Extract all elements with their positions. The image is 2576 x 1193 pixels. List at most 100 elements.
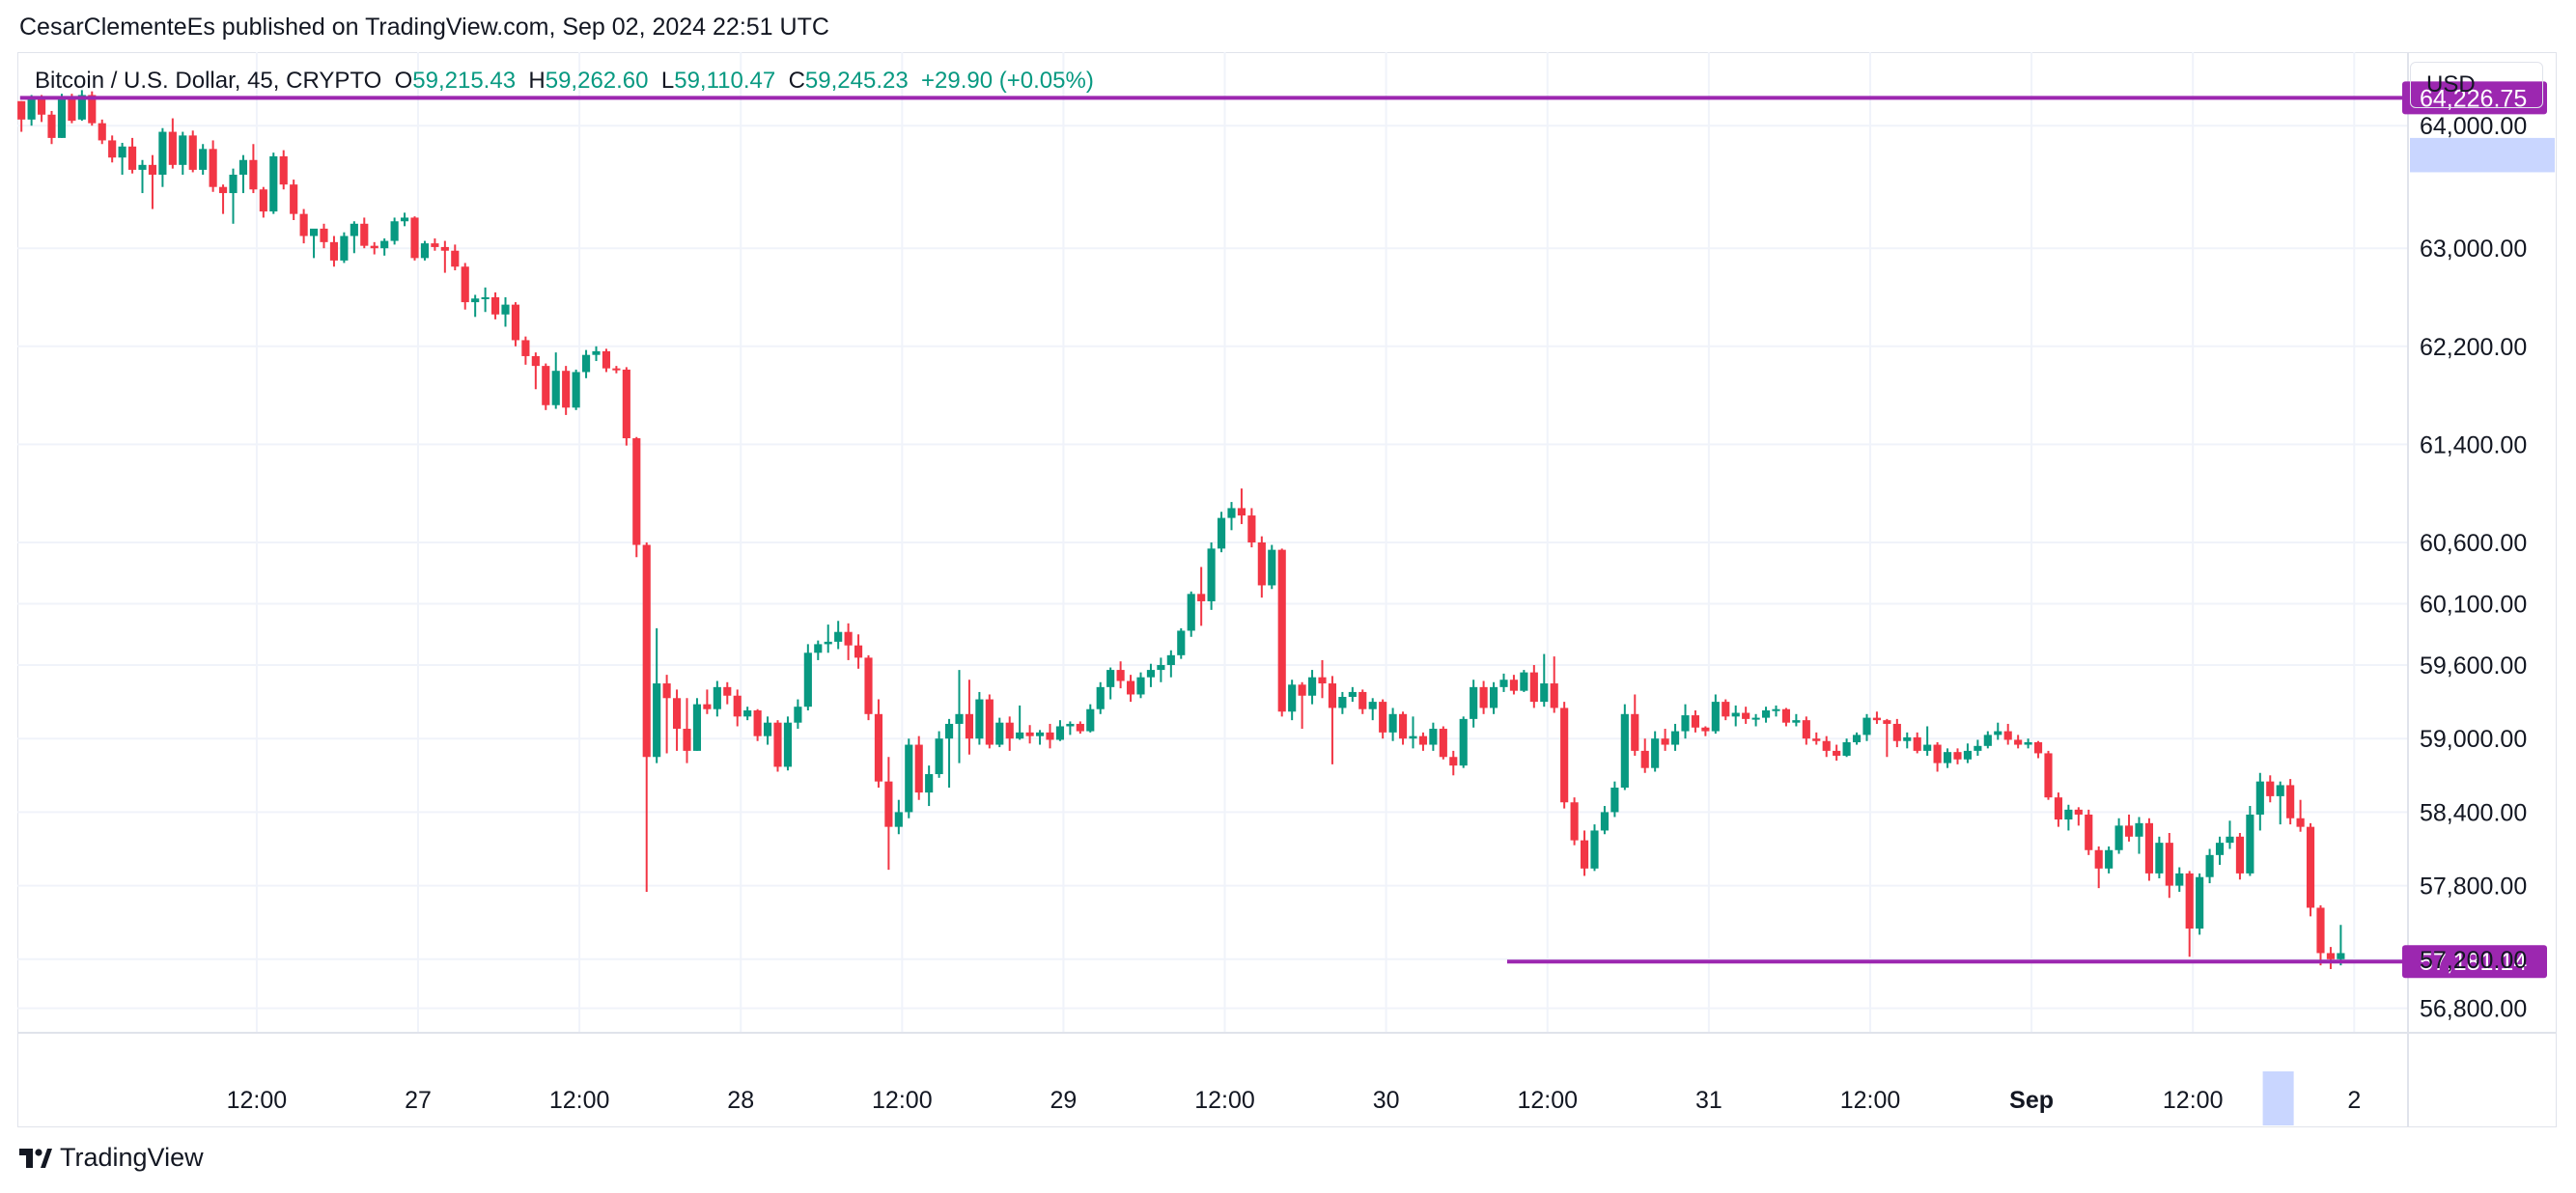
high-value: 59,262.60 [545, 68, 649, 94]
candle-body [1651, 738, 1660, 768]
time-tick-label: 28 [727, 1087, 754, 1114]
candle-body [562, 371, 571, 408]
candle-body [1439, 729, 1447, 758]
price-axis[interactable]: 64,000.00 63,000.00 62,200.00 61,400.00 60,6… [2420, 113, 2527, 1022]
candle-body [1681, 715, 1690, 732]
candle-body [168, 131, 177, 165]
time-tick-label: 12:00 [1840, 1087, 1901, 1114]
candle-body [854, 645, 863, 658]
change-value: +29.90 (+0.05%) [921, 68, 1094, 94]
candle-body [1812, 738, 1821, 741]
candle-body [2144, 822, 2154, 874]
candle-body [2135, 822, 2143, 837]
candle-body [1166, 654, 1175, 665]
candle-body [1277, 549, 1286, 712]
tradingview-logo-icon [19, 1148, 52, 1168]
chart-frame [17, 52, 2557, 1127]
candle-body [218, 186, 228, 194]
candle-body [803, 652, 812, 707]
price-tick-label: 64,000.00 [2420, 113, 2527, 140]
candle-body [2296, 818, 2305, 827]
candle-body [602, 350, 611, 369]
candle-body [2196, 876, 2204, 929]
candle-body [1146, 670, 1156, 678]
candle-body [1470, 686, 1478, 719]
price-tick-label: 59,600.00 [2420, 652, 2527, 680]
candle-body [763, 722, 772, 736]
candle-body [935, 738, 943, 775]
candle-body [1802, 720, 1810, 739]
candle-body [1994, 731, 2002, 735]
candle-body [1792, 720, 1801, 723]
time-tick-label: 12:00 [872, 1087, 933, 1114]
price-tick-label: 63,000.00 [2420, 236, 2527, 263]
candle-body [2054, 797, 2063, 820]
candle-body [1540, 683, 1549, 703]
candle-body [834, 631, 843, 642]
candle-body [1509, 680, 1519, 691]
candle-body [753, 709, 762, 736]
time-tick-label: 31 [1695, 1087, 1722, 1114]
candle-body [1923, 744, 1932, 751]
candle-body [98, 123, 106, 141]
candle-body [1822, 740, 1831, 751]
candle-body [1479, 686, 1488, 708]
candle-body [1197, 594, 1206, 601]
candle-body [431, 243, 439, 247]
candle-body [1086, 708, 1095, 732]
candle-body [1177, 630, 1186, 655]
price-tick-label: 60,600.00 [2420, 530, 2527, 557]
candle-body [1872, 717, 1882, 721]
ohlc-legend: Bitcoin / U.S. Dollar, 45, CRYPTO O59,21… [35, 68, 1094, 95]
candle-body [108, 140, 117, 158]
candle-body [1640, 750, 1649, 768]
candle-body [2155, 843, 2164, 874]
candle-body [844, 631, 853, 646]
candle-body [238, 159, 248, 175]
candle-body [1076, 723, 1084, 732]
close-value: 59,245.23 [804, 68, 909, 94]
candle-body [47, 114, 56, 138]
candle-body [944, 723, 954, 739]
candle-body [653, 683, 661, 758]
candle-body [127, 146, 137, 170]
candle-body [1529, 672, 1538, 703]
currency-selector[interactable]: USD [2410, 62, 2543, 108]
candle-body [370, 245, 378, 249]
candle-body [2074, 809, 2083, 815]
brand-name: TradingView [60, 1143, 204, 1172]
candle-body [1318, 677, 1327, 684]
candle-body [1772, 708, 1780, 711]
symbol-title: Bitcoin / U.S. Dollar, 45, CRYPTO [35, 68, 382, 94]
candle-body [1035, 732, 1045, 736]
candle-body [1520, 672, 1528, 691]
candle-body [400, 217, 409, 222]
candle-body [390, 221, 399, 241]
candle-body [2033, 742, 2043, 754]
candle-body [1025, 732, 1034, 736]
candle-body [1742, 712, 1750, 719]
candle-body [148, 164, 157, 175]
candle-body [2246, 814, 2254, 874]
candle-body [320, 228, 328, 242]
candle-body [461, 266, 469, 303]
candle-body [1257, 542, 1266, 586]
candle-body [1005, 722, 1014, 739]
candle-body [1489, 686, 1498, 708]
candle-body [1217, 517, 1226, 549]
candle-body [2205, 854, 2214, 877]
open-value: 59,215.43 [412, 68, 517, 94]
time-axis[interactable]: 12:00 27 12:00 28 12:00 29 12:00 30 12:00 31 12:00… [227, 1087, 2362, 1114]
candle-body [531, 355, 540, 367]
candlesticks [17, 90, 2345, 969]
candle-body [490, 297, 500, 315]
candle-body [57, 98, 67, 138]
time-tick-label: 12:00 [1194, 1087, 1255, 1114]
tradingview-logo[interactable]: TradingView [19, 1143, 204, 1173]
low-value: 59,110.47 [674, 68, 776, 94]
high-label: H [528, 68, 546, 94]
candle-body [2185, 873, 2194, 929]
candle-body [2276, 785, 2284, 796]
price-tick-label: 57,200.00 [2420, 947, 2527, 974]
